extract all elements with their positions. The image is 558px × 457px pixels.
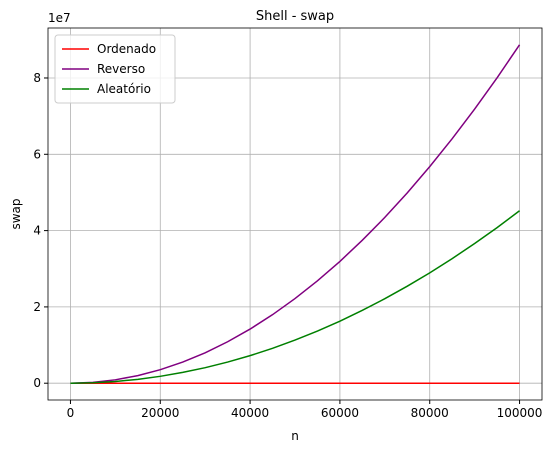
x-tick-label: 0 [67,406,75,420]
x-tick-label: 20000 [141,406,179,420]
y-offset-label: 1e7 [48,11,71,25]
chart-title: Shell - swap [256,9,334,24]
line-series [70,210,520,384]
y-tick-label: 0 [33,376,41,390]
x-tick-label: 60000 [321,406,359,420]
x-axis-label: n [291,429,299,443]
y-tick-label: 2 [33,300,41,314]
y-tick-label: 6 [33,147,41,161]
legend-label: Ordenado [97,42,156,56]
legend-box [54,34,176,104]
x-tick-label: 40000 [231,406,269,420]
y-tick-label: 4 [33,224,41,238]
x-tick-label: 80000 [411,406,449,420]
y-tick-label: 8 [33,71,41,85]
y-axis-label: swap [9,198,23,229]
legend-label: Reverso [97,62,145,76]
x-tick-label: 100000 [497,406,543,420]
plot-frame [47,27,543,401]
line-series [70,44,521,384]
legend-label: Aleatório [97,82,151,96]
